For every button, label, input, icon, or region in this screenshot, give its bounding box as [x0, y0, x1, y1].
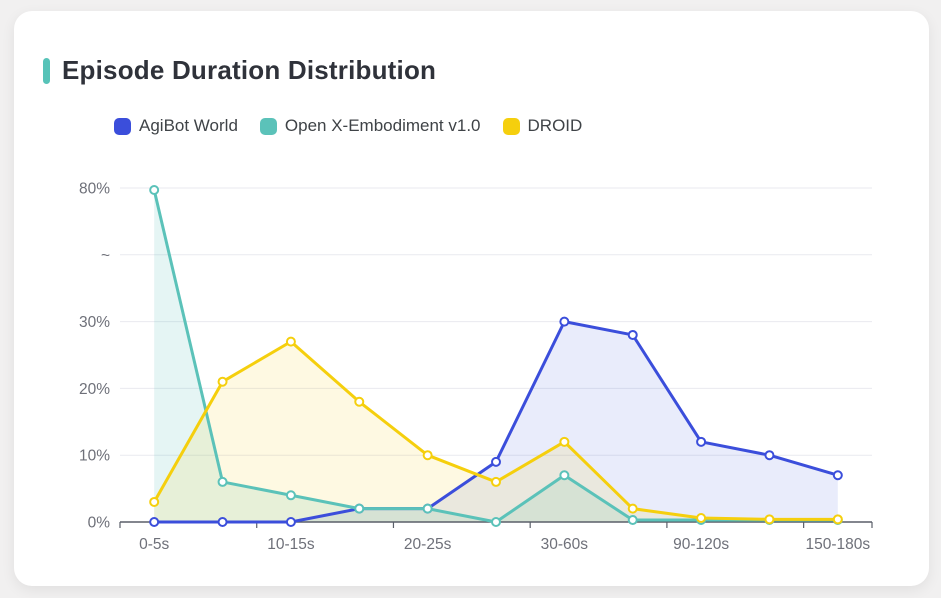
y-axis-label: 80% [79, 181, 110, 198]
x-axis-label: 30-60s [541, 536, 589, 553]
data-point-open-x-embodiment-v1-0 [149, 185, 160, 196]
y-axis-label: 10% [79, 448, 110, 465]
data-point-agibot-world [149, 517, 160, 527]
x-axis-label: 0-5s [139, 536, 169, 553]
data-point-droid [217, 376, 228, 387]
data-point-agibot-world [491, 456, 501, 467]
data-point-open-x-embodiment-v1-0 [627, 514, 638, 525]
legend-swatch-open-x-embodiment [259, 117, 277, 135]
chart-card: Episode Duration Distribution AgiBot Wor… [14, 11, 929, 586]
data-point-open-x-embodiment-v1-0 [354, 503, 365, 514]
page-title: Episode Duration Distribution [62, 55, 437, 85]
series-area-agibot-world [154, 321, 838, 522]
data-point-open-x-embodiment-v1-0 [491, 517, 501, 527]
data-point-droid [491, 476, 501, 487]
data-point-agibot-world [627, 329, 638, 340]
x-axis-label: 90-120s [673, 536, 729, 553]
legend-swatch-agibot-world [114, 117, 131, 135]
legend-item-droid[interactable]: DROID [502, 116, 583, 136]
legend-label-droid: DROID [527, 116, 583, 135]
data-point-droid [559, 436, 570, 447]
data-point-droid [832, 514, 843, 525]
data-point-open-x-embodiment-v1-0 [559, 470, 570, 481]
legend-label-open-x-embodiment: Open X-Embodiment v1.0 [284, 116, 481, 135]
data-point-open-x-embodiment-v1-0 [422, 503, 433, 514]
chart-header: Episode Duration Distribution [43, 55, 436, 86]
data-point-agibot-world [559, 316, 570, 327]
data-point-droid [354, 396, 365, 407]
legend-item-agibot-world[interactable]: AgiBot World [114, 116, 238, 136]
duration-distribution-chart: 0-5s 10-15s 20-25s 30-60s 90-120s 150-180s 0% 1… [79, 181, 873, 553]
data-point-agibot-world [696, 436, 707, 447]
data-point-agibot-world [764, 450, 775, 461]
x-axis-label: 10-15s [267, 536, 315, 553]
data-point-agibot-world [832, 470, 843, 481]
y-axis-label: 20% [79, 381, 110, 398]
title-accent-bar [43, 57, 50, 84]
chart-legend: AgiBot World Open X-Embodiment v1.0 DROI… [114, 116, 582, 136]
y-axis-label: 30% [79, 314, 110, 331]
data-point-agibot-world [217, 517, 228, 527]
data-point-droid [696, 512, 707, 523]
data-point-droid [422, 450, 433, 461]
y-axis-label: ~ [101, 247, 110, 264]
data-point-droid [149, 496, 160, 507]
x-axis-label: 20-25s [404, 536, 452, 553]
x-axis-label: 150-180s [805, 536, 870, 553]
data-point-agibot-world [285, 517, 296, 527]
legend-label-agibot-world: AgiBot World [139, 116, 238, 135]
data-point-droid [627, 503, 638, 514]
data-point-open-x-embodiment-v1-0 [217, 476, 228, 487]
data-point-droid [764, 514, 775, 525]
y-axis-label: 0% [88, 515, 111, 532]
legend-swatch-droid [502, 117, 520, 135]
series-area-droid [154, 341, 838, 522]
series-area-open-x-embodiment-v1-0 [154, 190, 838, 522]
data-point-droid [285, 336, 296, 347]
data-point-open-x-embodiment-v1-0 [285, 490, 296, 501]
legend-item-open-x-embodiment[interactable]: Open X-Embodiment v1.0 [259, 116, 481, 136]
